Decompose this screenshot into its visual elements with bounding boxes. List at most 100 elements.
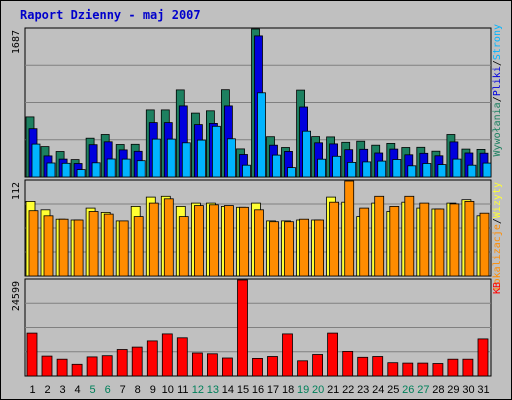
bar-visits-lokalizacje-day-12	[193, 205, 204, 277]
bar-kb-kb-day-9	[146, 340, 158, 377]
x-tick-label-day-28: 28	[432, 384, 444, 396]
bar-requests-strony-day-30	[467, 164, 477, 178]
x-tick-label-day-10: 10	[162, 384, 174, 396]
bar-kb-kb-day-14	[221, 357, 233, 377]
legend-item: Wizyty	[492, 182, 503, 218]
bar-visits-lokalizacje-day-23	[359, 207, 370, 277]
bar-visits-lokalizacje-day-19	[299, 218, 310, 277]
legend-item: KB	[492, 282, 503, 294]
x-axis-labels: 1 2 3 4 5 6 7 8 9 10 11 12 13 14 15 16 17 18 19 20 21 22 23 24 2…	[29, 384, 489, 396]
chart-title: Raport Dzienny - maj 2007	[20, 8, 201, 22]
bar-requests-strony-day-2	[46, 162, 56, 178]
x-tick-label-day-24: 24	[372, 384, 384, 396]
panel-kb-legend: KB	[492, 282, 503, 294]
bar-kb-kb-day-12	[191, 352, 203, 377]
bar-requests-strony-day-14	[226, 138, 236, 178]
bar-kb-kb-day-18	[282, 333, 293, 377]
x-tick-label-day-29: 29	[447, 384, 459, 396]
bar-requests-strony-day-21	[332, 155, 342, 178]
panel-requests-max-label: 1687	[11, 30, 22, 54]
x-tick-label-day-7: 7	[120, 384, 126, 396]
bar-visits-lokalizacje-day-18	[284, 221, 294, 277]
x-tick-label-day-11: 11	[177, 384, 188, 396]
bar-visits-lokalizacje-day-11	[178, 216, 189, 277]
bar-visits-lokalizacje-day-31	[479, 212, 490, 277]
legend-item: /	[492, 96, 503, 102]
x-tick-label-day-25: 25	[387, 384, 399, 396]
bar-requests-strony-day-23	[362, 161, 372, 178]
bar-kb-kb-day-6	[101, 355, 113, 377]
bar-visits-lokalizacje-day-17	[269, 221, 279, 277]
bar-requests-strony-day-20	[317, 158, 327, 178]
bar-kb-kb-day-19	[297, 360, 309, 377]
bar-requests-strony-day-18	[287, 167, 296, 178]
bar-visits-lokalizacje-day-10	[163, 198, 174, 277]
bar-kb-kb-day-13	[206, 353, 218, 377]
x-tick-label-day-14: 14	[222, 384, 234, 396]
legend-item: Wywołania	[492, 102, 503, 156]
x-tick-label-day-1: 1	[29, 384, 35, 396]
x-tick-label-day-5: 5	[90, 384, 96, 396]
panel-kb: 24599 KB	[11, 278, 503, 377]
bar-requests-strony-day-3	[61, 162, 71, 178]
bar-kb-kb-day-7	[116, 349, 128, 377]
x-tick-label-day-20: 20	[312, 384, 324, 396]
panel-visits-max-label: 112	[11, 182, 22, 200]
bar-requests-strony-day-29	[452, 158, 462, 178]
bar-visits-lokalizacje-day-21	[329, 201, 340, 277]
bar-requests-strony-day-22	[347, 161, 357, 178]
bar-requests-strony-day-17	[272, 154, 281, 178]
bar-visits-lokalizacje-day-24	[374, 195, 385, 277]
x-tick-label-day-4: 4	[75, 384, 81, 396]
bar-visits-lokalizacje-day-16	[254, 209, 264, 277]
bar-requests-strony-day-1	[31, 143, 41, 178]
bar-visits-lokalizacje-day-3	[58, 218, 69, 277]
legend-item: /	[492, 218, 503, 224]
bar-kb-kb-day-8	[131, 346, 143, 377]
bar-visits-lokalizacje-day-1	[28, 210, 39, 277]
panel-visits-legend: Lokalizacje/Wizyty	[492, 182, 503, 290]
bar-visits-lokalizacje-day-20	[314, 219, 325, 277]
bar-visits-lokalizacje-day-30	[464, 200, 475, 277]
bar-requests-strony-day-26	[407, 165, 417, 178]
bar-requests-strony-day-10	[166, 138, 176, 178]
x-tick-label-day-27: 27	[417, 384, 429, 396]
x-tick-label-day-15: 15	[237, 384, 249, 396]
bar-visits-lokalizacje-day-22	[344, 180, 355, 277]
x-tick-label-day-26: 26	[402, 384, 414, 396]
bar-requests-strony-day-24	[377, 160, 387, 178]
bar-visits-lokalizacje-day-5	[88, 211, 99, 277]
bar-kb-kb-day-24	[372, 356, 384, 377]
bar-kb-kb-day-20	[312, 354, 324, 377]
bar-kb-kb-day-17	[267, 356, 278, 377]
panel-visits: 112 Lokalizacje/Wizyty	[11, 179, 503, 290]
bar-visits-lokalizacje-day-8	[133, 216, 144, 277]
bar-kb-kb-day-11	[176, 337, 188, 377]
bar-visits-lokalizacje-day-6	[103, 213, 114, 277]
legend-item: /	[492, 60, 503, 66]
bar-requests-strony-day-19	[302, 130, 312, 178]
bar-requests-strony-day-27	[422, 163, 432, 178]
chart-panels: 1687Wywołania/Pliki/Strony112Lokalizacje…	[11, 24, 503, 396]
bar-requests-strony-day-4	[76, 169, 86, 178]
bar-requests-strony-day-12	[196, 139, 206, 178]
x-tick-label-day-23: 23	[357, 384, 369, 396]
bar-kb-kb-day-25	[387, 362, 399, 377]
bar-requests-strony-day-8	[136, 160, 146, 178]
bar-kb-kb-day-3	[56, 358, 68, 377]
legend-item: Pliki	[492, 66, 503, 96]
bar-visits-lokalizacje-day-7	[118, 220, 129, 277]
bar-kb-kb-day-4	[71, 363, 83, 377]
bar-visits-lokalizacje-day-26	[404, 195, 415, 277]
legend-item: Strony	[492, 24, 503, 60]
panel-requests-legend: Wywołania/Pliki/Strony	[492, 24, 503, 156]
bar-kb-kb-day-31	[477, 338, 489, 377]
x-tick-label-day-22: 22	[342, 384, 354, 396]
bar-requests-strony-day-5	[91, 162, 101, 178]
bar-requests-strony-day-31	[482, 162, 492, 178]
bar-requests-strony-day-13	[211, 125, 221, 178]
bar-visits-lokalizacje-day-9	[148, 202, 159, 277]
panel-kb-max-label: 24599	[11, 281, 22, 311]
